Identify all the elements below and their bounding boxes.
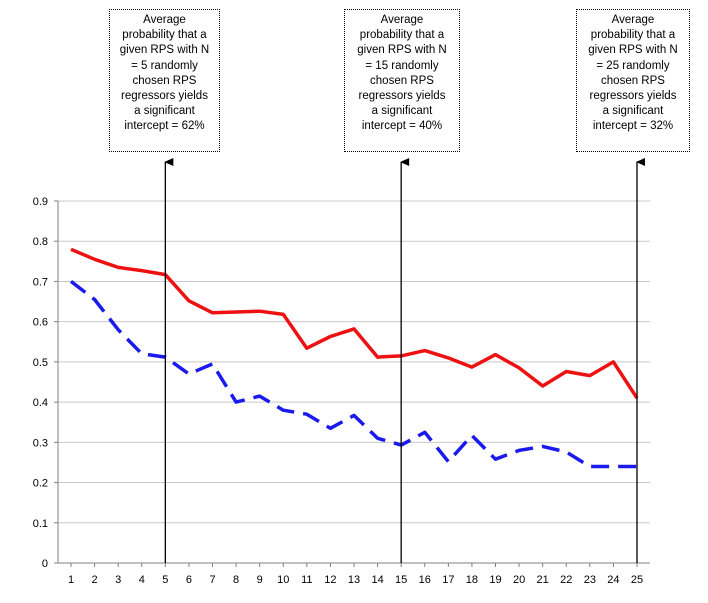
x-tick-label: 22	[560, 574, 572, 586]
x-tick-label: 2	[92, 574, 98, 586]
gridlines	[58, 200, 650, 524]
annotation-arrows	[164, 158, 645, 563]
x-tick-label: 25	[631, 574, 643, 586]
x-tick-label: 12	[324, 574, 336, 586]
y-tick-label: 0.2	[33, 478, 48, 490]
x-tick-label: 13	[348, 574, 360, 586]
y-tick-labels: 0 0.1 0.2 0.3 0.4 0.5 0.6 0.7 0.8 0.9	[33, 196, 48, 570]
x-tick-label: 20	[513, 574, 525, 586]
annotation-box-n25: Average probability that a given RPS wit…	[576, 9, 690, 152]
annotation-box-n5: Average probability that a given RPS wit…	[109, 9, 220, 152]
x-tick-label: 7	[209, 574, 215, 586]
y-tick-label: 0.8	[33, 236, 48, 248]
y-tick-label: 0.5	[33, 357, 48, 369]
x-tick-label: 14	[371, 574, 383, 586]
x-tick-label: 18	[466, 574, 478, 586]
x-tick-label: 15	[395, 574, 407, 586]
x-tick-label: 17	[442, 574, 454, 586]
x-tick-label: 6	[186, 574, 192, 586]
x-tick-label: 3	[115, 574, 121, 586]
y-tick-label: 0.1	[33, 518, 48, 530]
x-tick-label: 1	[68, 574, 74, 586]
x-tick-label: 8	[233, 574, 239, 586]
series-line-dashed	[69, 280, 637, 469]
y-tick-label: 0.9	[33, 196, 48, 208]
x-tick-label: 5	[162, 574, 168, 586]
annotation-box-n15: Average probability that a given RPS wit…	[344, 9, 460, 152]
y-tick-label: 0	[42, 558, 48, 570]
x-tick-label: 24	[607, 574, 619, 586]
y-tick-label: 0.4	[33, 397, 48, 409]
y-tick-label: 0.6	[33, 317, 48, 329]
x-tick-label: 11	[301, 574, 312, 586]
x-tick-label: 21	[537, 574, 549, 586]
x-tick-label: 19	[489, 574, 501, 586]
y-tick-label: 0.7	[33, 276, 48, 288]
x-tick-labels: 1 2 3 4 5 6 7 8 9 10 11 12 13 14 15 16 17 18 19 20 21 22 23 24 2…	[68, 574, 643, 586]
y-tick-label: 0.3	[33, 437, 48, 449]
x-tick-label: 16	[419, 574, 431, 586]
series-line-solid	[70, 247, 639, 400]
x-tick-label: 9	[257, 574, 263, 586]
axes	[54, 200, 650, 567]
x-tick-label: 23	[584, 574, 596, 586]
x-tick-label: 4	[139, 574, 145, 586]
x-tick-label: 10	[277, 574, 289, 586]
